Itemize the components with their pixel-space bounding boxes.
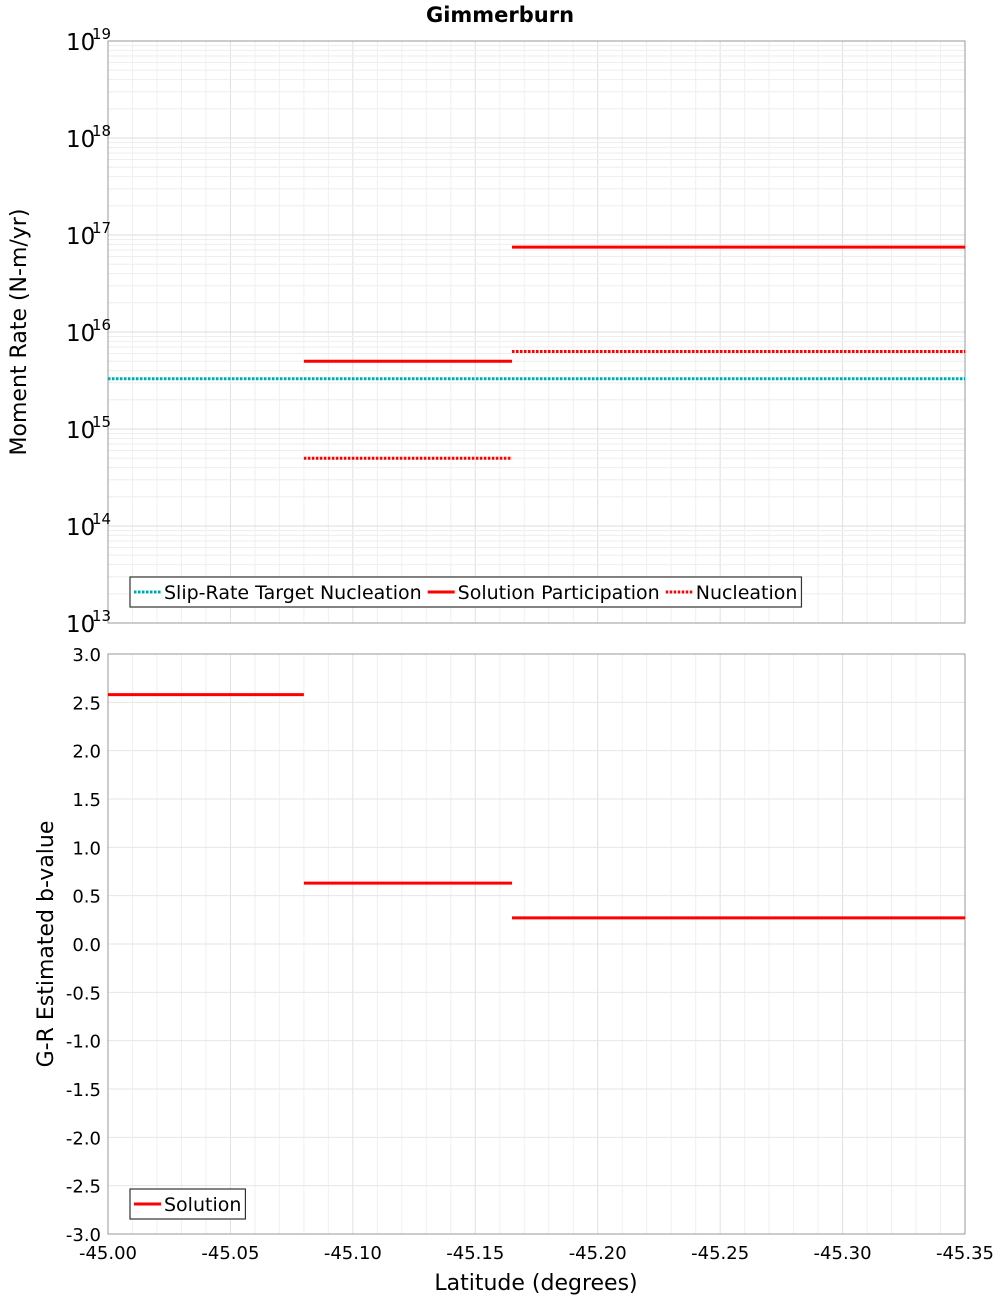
legend-item-solution-participation: Solution Participation	[427, 582, 660, 604]
y-tick-base: 10	[66, 127, 95, 153]
bottom-y-tick-label: -2.5	[66, 1177, 101, 1198]
x-tick-label: -45.30	[814, 1243, 872, 1264]
y-tick-base: 10	[66, 515, 95, 541]
x-tick-label: -45.35	[936, 1243, 994, 1264]
legend-label: Solution Participation	[458, 582, 660, 604]
bottom-y-tick-label: -0.5	[66, 983, 101, 1004]
y-tick-base: 10	[66, 612, 95, 638]
y-tick-base: 10	[66, 321, 95, 347]
bottom-y-axis-label: G-R Estimated b-value	[34, 821, 59, 1068]
legend-item-solution: Solution	[134, 1194, 241, 1216]
y-tick-base: 10	[66, 224, 95, 250]
bottom-y-tick-label: -2.0	[66, 1128, 101, 1149]
bottom-y-tick-label: 0.5	[72, 887, 101, 908]
legend-label: Nucleation	[696, 582, 798, 604]
x-tick-label: -45.15	[446, 1243, 504, 1264]
legend-item-slip-rate-target-nucleation: Slip-Rate Target Nucleation	[134, 582, 422, 604]
x-tick-label: -45.10	[324, 1243, 382, 1264]
bottom-panel-x-ticks: -45.00 -45.05 -45.10 -45.15 -45.20 -45.25 -45.…	[79, 1243, 994, 1264]
x-tick-label: -45.00	[79, 1243, 137, 1264]
y-tick-exponent: 18	[92, 122, 111, 140]
y-tick-exponent: 19	[92, 25, 111, 43]
y-tick-base: 10	[66, 30, 95, 56]
y-tick-exponent: 16	[92, 316, 111, 334]
bottom-panel-series	[108, 693, 965, 920]
chart-title: Gimmerburn	[426, 3, 574, 27]
x-tick-label: -45.20	[569, 1243, 627, 1264]
x-tick-label: -45.25	[691, 1243, 749, 1264]
bottom-y-tick-label: 3.0	[72, 645, 101, 666]
top-plot-area	[107, 40, 966, 624]
bottom-y-tick-label: 0.0	[72, 935, 101, 956]
x-axis-label: Latitude (degrees)	[434, 1271, 637, 1296]
bottom-y-tick-label: 2.5	[72, 693, 101, 714]
bottom-panel-y-ticks: 3.0 2.5 2.0 1.5 1.0 0.5 0.0 -0.5 -1.0 -1.5 -2.0 -2.…	[66, 645, 101, 1246]
y-tick-exponent: 13	[92, 607, 111, 625]
y-tick-base: 10	[66, 418, 95, 444]
top-y-axis-label: Moment Rate (N-m/yr)	[7, 209, 32, 456]
legend-label: Solution	[164, 1194, 241, 1216]
y-tick-exponent: 17	[92, 219, 111, 237]
bottom-y-tick-label: -3.0	[66, 1225, 101, 1246]
bottom-legend: Solution	[129, 1188, 247, 1220]
y-tick-exponent: 15	[92, 413, 111, 431]
bottom-y-tick-label: 1.0	[72, 838, 101, 859]
y-tick-exponent: 14	[92, 510, 111, 528]
legend-label: Slip-Rate Target Nucleation	[164, 582, 422, 604]
bottom-y-tick-label: -1.5	[66, 1080, 101, 1101]
bottom-y-tick-label: -1.0	[66, 1032, 101, 1053]
bottom-y-tick-label: 2.0	[72, 742, 101, 763]
legend-box	[129, 576, 803, 608]
bottom-plot-area	[107, 653, 966, 1235]
legend-item-nucleation: Nucleation	[665, 582, 798, 604]
top-panel-series	[108, 245, 965, 460]
x-tick-label: -45.05	[201, 1243, 259, 1264]
top-legend: Slip-Rate Target Nucleation Solution Part…	[129, 576, 803, 608]
bottom-y-tick-label: 1.5	[72, 790, 101, 811]
